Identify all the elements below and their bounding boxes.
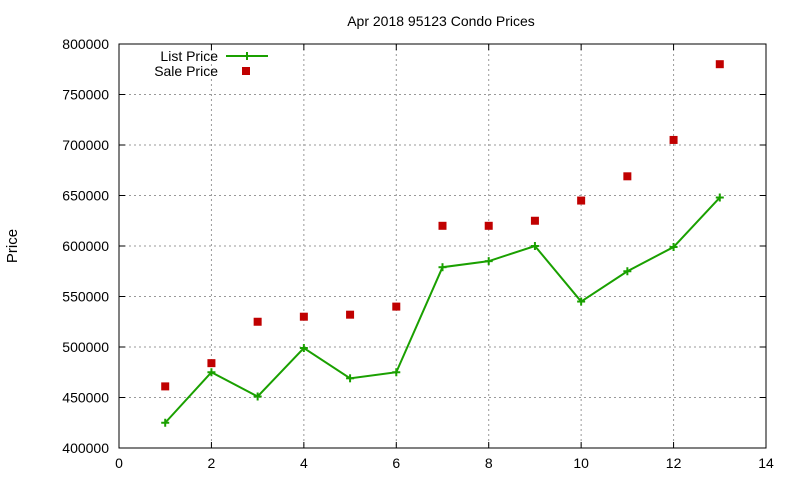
legend-square-sale-price [242, 67, 250, 75]
list-price-line [164, 196, 721, 424]
sale-price-point [392, 302, 401, 311]
sale-price-point [438, 221, 447, 230]
list-price-point [253, 392, 262, 401]
list-price-point [530, 242, 539, 250]
sale-price-point [577, 196, 586, 205]
legend-marker-list-price [226, 52, 268, 60]
y-tick-label: 650000 [62, 188, 109, 204]
x-tick-label: 8 [485, 455, 493, 471]
y-tick-label: 550000 [62, 289, 109, 305]
chart-title: Apr 2018 95123 Condo Prices [347, 13, 535, 29]
list-price-point [299, 344, 308, 353]
y-tick-label: 700000 [62, 137, 109, 153]
list-price-point [577, 297, 586, 306]
series [161, 60, 724, 427]
list-price-point [484, 257, 493, 266]
y-tick-label: 400000 [62, 440, 109, 456]
sale-price-point [253, 317, 262, 326]
list-price-point [438, 263, 447, 272]
x-tick-label: 10 [573, 455, 589, 471]
x-tick-label: 4 [300, 455, 308, 471]
x-tick-label: 0 [115, 455, 123, 471]
legend-label-list-price: List Price [160, 48, 218, 64]
y-tick-labels: 400000 450000 500000 550000 600000 650000 7000… [62, 36, 109, 456]
list-price-point [392, 368, 401, 377]
sale-price-point [484, 221, 493, 230]
legend: List Price Sale Price [154, 48, 268, 79]
list-price-point [346, 374, 355, 383]
y-axis-label: Price [4, 229, 21, 263]
x-tick-label: 6 [392, 455, 400, 471]
list-price-point [161, 418, 170, 427]
sale-price-point [530, 216, 539, 225]
sale-price-point [207, 359, 216, 368]
plot-frame [118, 43, 767, 449]
legend-label-sale-price: Sale Price [154, 63, 218, 79]
sale-price-point [715, 60, 724, 69]
x-tick-label: 12 [666, 455, 682, 471]
legend-plus-list-price [243, 52, 251, 60]
list-price-point [669, 243, 678, 252]
y-tick-label: 500000 [62, 339, 109, 355]
y-tick-label: 750000 [62, 87, 109, 103]
y-tick-label: 800000 [62, 36, 109, 52]
list-price-point [207, 368, 216, 377]
grid [119, 44, 766, 448]
axis-ticks [118, 43, 767, 449]
sale-price-point [669, 135, 678, 144]
x-tick-labels: 0 2 4 6 8 10 12 14 [115, 455, 774, 471]
y-tick-label: 450000 [62, 390, 109, 406]
sale-price-point [299, 312, 308, 321]
x-tick-label: 2 [208, 455, 216, 471]
x-tick-label: 14 [758, 455, 774, 471]
list-price-point [623, 267, 632, 276]
sale-price-point [161, 382, 170, 391]
legend-marker-sale-price [242, 67, 250, 75]
y-tick-label: 600000 [62, 238, 109, 254]
sale-price-point [623, 172, 632, 181]
sale-price-point [346, 310, 355, 319]
list-price-point [715, 193, 724, 202]
